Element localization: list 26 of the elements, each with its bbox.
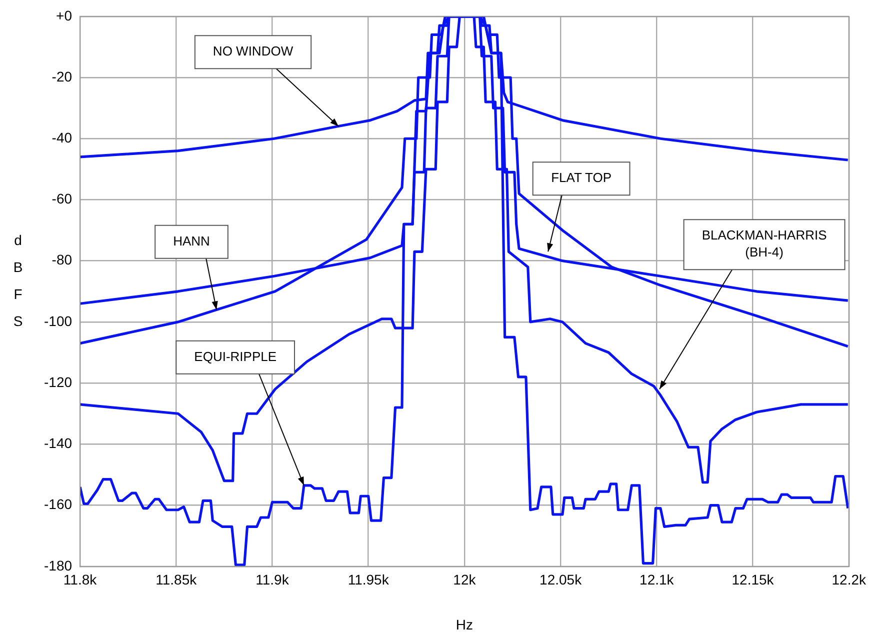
annotation: FLAT TOP [551,170,612,186]
x-tick-label: 12.1k [640,572,675,588]
x-tick-label: 12.15k [732,572,775,588]
y-tick-label: -160 [44,496,72,512]
y-tick-label: -20 [52,68,72,84]
y-tick-label: -120 [44,374,72,390]
annotation: HANN [173,233,210,248]
x-tick-label: 12k [453,572,477,588]
x-axis-title: Hz [456,616,474,632]
y-tick-label: -40 [52,129,72,146]
x-tick-label: 12.05k [540,572,583,588]
x-tick-label: 11.95k [348,572,390,588]
annotation: BLACKMAN-HARRIS (BH-4) [702,228,828,260]
x-tick-label: 12.2k [832,572,867,588]
y-axis-title: dBFS [13,232,23,329]
y-tick-label: -60 [52,190,72,207]
x-tick-label: 11.9k [256,572,290,588]
x-tick-label: 11.8k [63,572,98,588]
y-tick-label: +0 [56,7,72,24]
y-tick-label: -180 [44,557,72,574]
y-tick-label: -80 [52,252,72,268]
y-tick-label: -140 [44,435,72,452]
x-tick-label: 11.85k [156,572,198,588]
annotation: NO WINDOW [212,44,294,59]
y-tick-label: -100 [44,312,72,329]
annotation: EQUI-RIPPLE [194,348,277,364]
